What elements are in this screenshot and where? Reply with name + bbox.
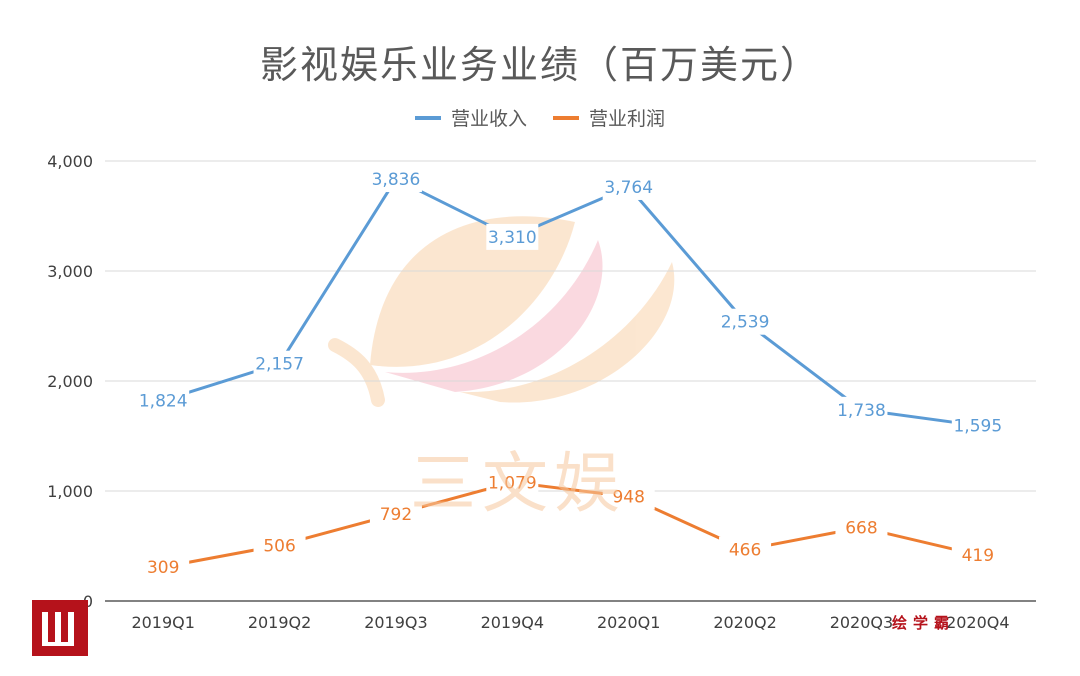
watermark-text: 三文娱 (410, 445, 626, 522)
series-line-revenue (162, 177, 979, 428)
x-tick-label: 2020Q2 (713, 613, 777, 632)
data-label-bg (253, 350, 306, 377)
data-label-bg (951, 412, 1004, 439)
w-logo-icon (42, 612, 74, 646)
brand-mark: 绘学霸 (892, 614, 956, 632)
y-tick-label: 3,000 (47, 262, 93, 281)
data-label: 792 (380, 505, 412, 525)
y-tick-label: 4,000 (47, 152, 93, 171)
y-tick-label: 2,000 (47, 372, 93, 391)
data-labels: 1,824 2,157 3,836 3,310 3,764 2,539 1,738 1,595… (137, 166, 1004, 581)
watermark-logo (328, 216, 675, 407)
data-label-bg (369, 500, 422, 527)
data-label: 2,539 (721, 313, 770, 333)
data-label-bg (835, 514, 888, 541)
legend-item-revenue: 营业收入 (414, 104, 527, 131)
data-label-bg (369, 166, 422, 193)
data-label-bg (602, 483, 655, 510)
data-label: 506 (263, 536, 295, 556)
data-label-bg (719, 308, 772, 335)
x-axis: 2019Q1 2019Q2 2019Q3 2019Q4 2020Q1 2020Q2 2020… (131, 613, 1009, 632)
x-tick-label: 2019Q3 (364, 613, 428, 632)
data-label: 3,310 (488, 228, 537, 248)
x-tick-label: 2019Q1 (131, 613, 195, 632)
data-label: 309 (147, 558, 179, 578)
data-label: 1,738 (837, 401, 886, 421)
data-label: 466 (729, 541, 761, 561)
data-label-bg (835, 396, 888, 423)
data-label: 2,157 (255, 355, 304, 375)
data-label-bg (137, 554, 190, 581)
legend-swatch-profit (553, 115, 579, 120)
data-label-bg (951, 541, 1004, 568)
chart-title: 影视娱乐业务业绩（百万美元） (259, 43, 820, 87)
data-label: 1,079 (488, 473, 537, 493)
data-label: 948 (612, 488, 644, 508)
legend-label-revenue: 营业收入 (450, 108, 527, 130)
chart-legend: 营业收入 营业利润 (0, 104, 1080, 131)
data-label: 419 (962, 546, 994, 566)
x-tick-label: 2019Q2 (248, 613, 312, 632)
legend-label-profit: 营业利润 (589, 108, 666, 130)
y-tick-label: 1,000 (47, 482, 93, 501)
data-label: 668 (845, 519, 877, 539)
data-label-bg (602, 173, 655, 200)
logo-badge-icon (32, 600, 88, 656)
data-label: 1,595 (953, 417, 1002, 437)
gridlines (105, 160, 1036, 602)
legend-item-profit: 营业利润 (553, 104, 665, 131)
x-tick-label: 2020Q4 (946, 613, 1010, 632)
x-tick-label: 2020Q3 (830, 613, 894, 632)
x-tick-label: 2020Q1 (597, 613, 661, 632)
data-label: 3,764 (604, 178, 653, 198)
data-label: 3,836 (372, 170, 421, 190)
data-label-bg (137, 387, 190, 414)
data-label-bg (486, 223, 539, 250)
data-label-bg (253, 532, 306, 559)
data-label: 1,824 (139, 391, 188, 411)
data-label-bg (719, 536, 772, 563)
data-label-bg (486, 469, 539, 496)
legend-swatch-revenue (414, 115, 441, 120)
x-tick-label: 2019Q4 (481, 613, 545, 632)
